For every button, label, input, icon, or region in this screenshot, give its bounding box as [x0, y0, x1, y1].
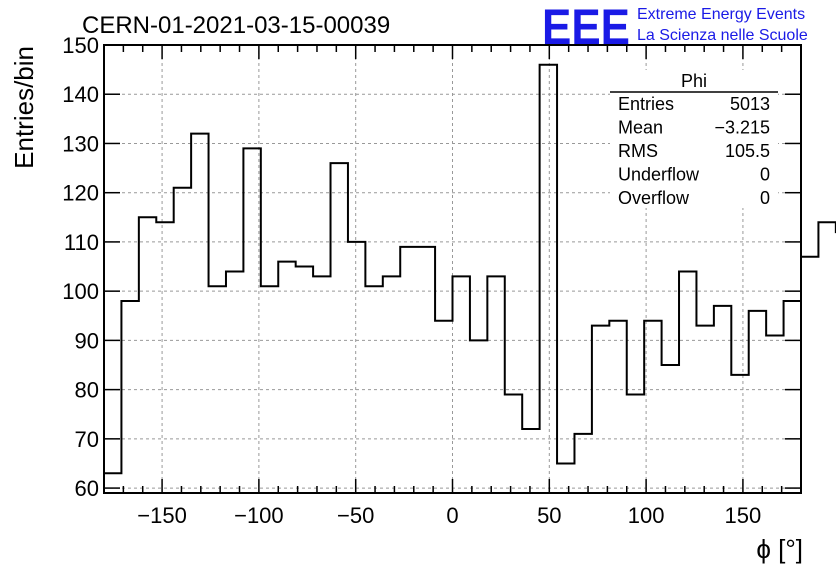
y-tick-label: 80 — [75, 378, 99, 403]
histogram-bin — [731, 375, 748, 493]
x-tick-label: −50 — [337, 503, 374, 528]
x-axis-title: ϕ [°] — [756, 534, 803, 564]
histogram-bin — [139, 217, 156, 493]
histogram-bin — [714, 306, 731, 493]
y-tick-label: 140 — [62, 82, 99, 107]
stats-row-value: −3.215 — [714, 118, 770, 138]
stats-box: Phi Entries 5013 Mean −3.215 RMS 105.5 Underfl… — [610, 70, 778, 208]
histogram-outline — [104, 63, 836, 493]
x-tick-label: 150 — [725, 503, 762, 528]
x-tick-label: −150 — [137, 503, 187, 528]
histogram-bin — [383, 276, 400, 493]
stats-row-label: Entries — [618, 94, 674, 114]
histogram-bin — [801, 257, 818, 493]
eee-logo-line1: Extreme Energy Events — [637, 6, 805, 23]
histogram-bin — [209, 286, 226, 493]
histogram-bin — [296, 267, 313, 493]
histogram-bin — [766, 335, 783, 493]
stats-row-label: Mean — [618, 118, 663, 138]
histogram-bin — [331, 163, 348, 493]
histogram-bin — [627, 395, 644, 493]
x-tick-label: −100 — [234, 503, 284, 528]
y-axis-title: Entries/bin — [9, 46, 39, 169]
stats-row-value: 0 — [760, 188, 770, 208]
histogram-bin — [348, 242, 365, 493]
stats-row-value: 0 — [760, 165, 770, 185]
y-tick-label: 100 — [62, 279, 99, 304]
y-tick-label: 60 — [75, 476, 99, 501]
y-tick-label: 120 — [62, 181, 99, 206]
histogram-bin — [522, 429, 539, 493]
stats-row-value: 5013 — [730, 94, 770, 114]
y-tick-label: 130 — [62, 131, 99, 156]
histogram-bin — [226, 271, 243, 493]
y-tick-labels: 60 70 80 90 100 110 120 130 140 150 — [62, 33, 99, 501]
stats-box-background — [610, 70, 778, 208]
stats-row-value: 105.5 — [725, 141, 770, 161]
eee-logo-line2: La Scienza nelle Scuole — [637, 27, 808, 44]
histogram-bin — [174, 188, 191, 493]
histogram-bin — [592, 326, 609, 493]
histogram-bin — [609, 321, 626, 493]
histogram-bin — [557, 463, 574, 493]
histogram-bin — [749, 311, 766, 493]
histogram-bin — [644, 321, 661, 493]
histogram-bin — [784, 301, 801, 493]
x-tick-labels: −150 −100 −50 0 50 100 150 — [137, 503, 761, 528]
histogram-bin — [574, 434, 591, 493]
histogram-bin — [313, 276, 330, 493]
histogram-bin — [487, 276, 504, 493]
histogram-bin — [679, 271, 696, 493]
histogram-bin — [662, 365, 679, 493]
histogram-bin — [156, 222, 173, 493]
y-tick-label: 90 — [75, 328, 99, 353]
histogram-line — [104, 63, 836, 475]
eee-logo-mark: EEE — [542, 0, 630, 55]
stats-row-label: Underflow — [618, 165, 700, 185]
stats-row-label: RMS — [618, 141, 658, 161]
y-tick-label: 150 — [62, 33, 99, 58]
y-tick-label: 70 — [75, 427, 99, 452]
histogram-bin — [121, 301, 138, 493]
y-tick-label: 110 — [64, 230, 99, 255]
histogram-bin — [104, 473, 121, 493]
histogram-bin — [243, 148, 260, 493]
eee-logo: EEE Extreme Energy Events La Scienza nel… — [542, 0, 808, 55]
histogram-bin — [818, 222, 835, 493]
stats-row-label: Overflow — [618, 188, 690, 208]
histogram-bin — [418, 247, 435, 493]
axis-ticks — [103, 44, 802, 493]
stats-rows: Entries 5013 Mean −3.215 RMS 105.5 Underflow 0 O… — [618, 94, 770, 208]
histogram-bin — [453, 276, 470, 493]
histogram-bin — [696, 326, 713, 493]
x-tick-label: 50 — [537, 503, 561, 528]
histogram-bin — [435, 321, 452, 493]
histogram-bin — [400, 247, 417, 493]
histogram-bin — [365, 286, 382, 493]
x-tick-label: 0 — [446, 503, 458, 528]
histogram-bin — [470, 340, 487, 493]
histogram-bin — [191, 134, 208, 493]
histogram-bin — [278, 262, 295, 493]
stats-title: Phi — [681, 71, 707, 91]
histogram-bin — [261, 286, 278, 493]
x-tick-label: 100 — [628, 503, 665, 528]
chart-title: CERN-01-2021-03-15-00039 — [82, 12, 390, 39]
histogram-bin — [505, 395, 522, 493]
histogram-bin — [540, 65, 557, 493]
